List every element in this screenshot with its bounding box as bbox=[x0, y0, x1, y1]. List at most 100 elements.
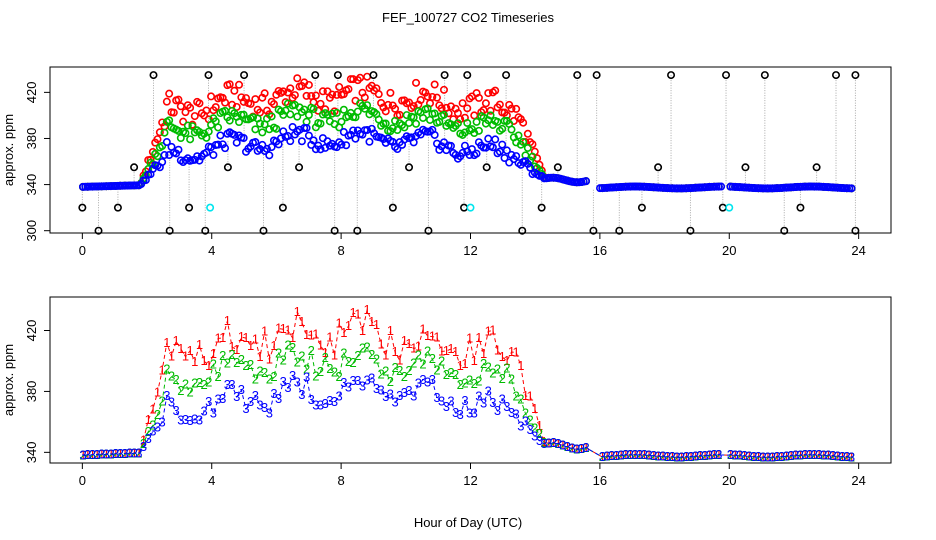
top-series-1-point bbox=[409, 102, 418, 111]
top-series-1-point bbox=[386, 88, 395, 97]
top-outer-point bbox=[130, 163, 139, 172]
bottom-series-2-label: 2 bbox=[168, 369, 175, 384]
top-outer-point bbox=[405, 163, 414, 172]
top-outer-point bbox=[440, 71, 449, 80]
bottom-connector-lines bbox=[82, 308, 852, 458]
bottom-series-3-label: 3 bbox=[517, 418, 524, 433]
top-outer-point bbox=[463, 71, 472, 80]
bottom-series-1-label: 1 bbox=[792, 448, 799, 463]
top-series-3-point bbox=[302, 123, 311, 132]
bottom-series-3-label: 3 bbox=[298, 387, 305, 402]
bottom-series-1-label: 1 bbox=[326, 330, 333, 345]
bottom-series-3-label: 3 bbox=[121, 446, 128, 461]
top-series-2-point bbox=[337, 117, 346, 126]
bottom-series-3-label: 3 bbox=[750, 449, 757, 464]
bottom-series-3-label: 3 bbox=[678, 449, 685, 464]
top-outer-point bbox=[330, 226, 339, 235]
top-outer-point bbox=[165, 226, 174, 235]
top-series-2-point bbox=[255, 119, 264, 128]
bottom-series-1-label: 1 bbox=[382, 348, 389, 363]
top-outer-point bbox=[240, 71, 249, 80]
bottom-series-1-label: 1 bbox=[839, 449, 846, 464]
bottom-series-2-label: 2 bbox=[582, 440, 589, 455]
bottom-series-3-label: 3 bbox=[275, 391, 282, 406]
bottom-y-axis: 340 380 420 bbox=[24, 320, 50, 463]
top-series-1-point bbox=[153, 135, 162, 144]
bottom-series-1-label: 1 bbox=[778, 449, 785, 464]
bottom-series-1-label: 1 bbox=[438, 343, 445, 358]
top-series-2-point bbox=[498, 124, 507, 133]
bottom-series-2-label: 2 bbox=[608, 448, 615, 463]
bottom-series-2-label: 2 bbox=[815, 447, 822, 462]
top-series-3-point bbox=[288, 122, 297, 131]
bottom-xtick-label: 4 bbox=[208, 473, 215, 488]
bottom-series-2-label: 2 bbox=[84, 447, 91, 462]
bottom-series-3-label: 3 bbox=[787, 448, 794, 463]
bottom-series-3-label: 3 bbox=[801, 447, 808, 462]
top-series-1-point bbox=[484, 89, 493, 98]
top-series-3-point bbox=[472, 149, 481, 158]
bottom-ytick-label: 420 bbox=[24, 320, 39, 342]
bottom-series-2-label: 2 bbox=[387, 374, 394, 389]
bottom-series-2-label: 2 bbox=[727, 447, 734, 462]
top-series-3-point bbox=[498, 140, 507, 149]
bottom-xtick-label: 12 bbox=[463, 473, 477, 488]
bottom-series-2-label: 2 bbox=[103, 446, 110, 461]
bottom-series-2-label: 2 bbox=[471, 376, 478, 391]
bottom-series-1-label: 1 bbox=[377, 337, 384, 352]
bottom-series-3-label: 3 bbox=[613, 448, 620, 463]
top-series-1-point bbox=[260, 89, 269, 98]
top-series-2-point bbox=[272, 124, 281, 133]
top-series-2-point bbox=[419, 113, 428, 122]
bottom-series-1-label: 1 bbox=[578, 441, 585, 456]
top-outer-point bbox=[369, 71, 378, 80]
bottom-series-2-label: 2 bbox=[480, 356, 487, 371]
top-outer-point bbox=[667, 71, 676, 80]
bottom-series-1-label: 1 bbox=[759, 449, 766, 464]
bottom-series-1-label: 1 bbox=[745, 448, 752, 463]
top-series-1-point bbox=[286, 84, 295, 93]
bottom-series-2-label: 2 bbox=[275, 345, 282, 360]
bottom-series-2-label: 2 bbox=[280, 352, 287, 367]
bottom-series-2-label: 2 bbox=[755, 449, 762, 464]
bottom-series-1-label: 1 bbox=[806, 447, 813, 462]
bottom-series-2-label: 2 bbox=[364, 339, 371, 354]
bottom-ytick-label: 380 bbox=[24, 381, 39, 403]
bottom-xtick-label: 24 bbox=[851, 473, 865, 488]
top-series-1-point bbox=[523, 129, 532, 138]
bottom-series-2-label: 2 bbox=[787, 448, 794, 463]
bottom-series-3-label: 3 bbox=[839, 449, 846, 464]
bottom-series-1-label: 1 bbox=[769, 449, 776, 464]
top-xtick-label: 16 bbox=[593, 243, 607, 258]
top-series-3-point bbox=[304, 131, 313, 140]
top-series-1-point bbox=[349, 75, 358, 84]
bottom-series-1-label: 1 bbox=[701, 448, 708, 463]
bottom-series-3-label: 3 bbox=[242, 401, 249, 416]
bottom-series-1-label: 1 bbox=[312, 327, 319, 342]
bottom-series-2-label: 2 bbox=[527, 412, 534, 427]
bottom-series-2-label: 2 bbox=[424, 344, 431, 359]
bottom-series-3-label: 3 bbox=[655, 448, 662, 463]
bottom-series-1-label: 1 bbox=[843, 449, 850, 464]
bottom-series-3-label: 3 bbox=[419, 372, 426, 387]
bottom-series-2-label: 2 bbox=[228, 347, 235, 362]
top-outer-point bbox=[812, 163, 821, 172]
bottom-series-1-label: 1 bbox=[783, 448, 790, 463]
bottom-ytick-label: 340 bbox=[24, 441, 39, 463]
bottom-series-3-label: 3 bbox=[829, 448, 836, 463]
bottom-series-1-label: 1 bbox=[112, 446, 119, 461]
top-outer-point bbox=[589, 226, 598, 235]
top-outer-point bbox=[851, 71, 860, 80]
top-series-2-point bbox=[412, 119, 421, 128]
bottom-series-2-label: 2 bbox=[410, 355, 417, 370]
bottom-series-2-label: 2 bbox=[825, 448, 832, 463]
bottom-series-1-label: 1 bbox=[373, 317, 380, 332]
top-series-3-point bbox=[232, 138, 241, 147]
bottom-series-2-label: 2 bbox=[631, 447, 638, 462]
bottom-series-1-label: 1 bbox=[787, 448, 794, 463]
top-outer-point bbox=[388, 203, 397, 212]
bottom-series-2-label: 2 bbox=[135, 445, 142, 460]
bottom-series-3-label: 3 bbox=[627, 447, 634, 462]
bottom-series-3-label: 3 bbox=[494, 403, 501, 418]
bottom-series-3-label: 3 bbox=[280, 374, 287, 389]
